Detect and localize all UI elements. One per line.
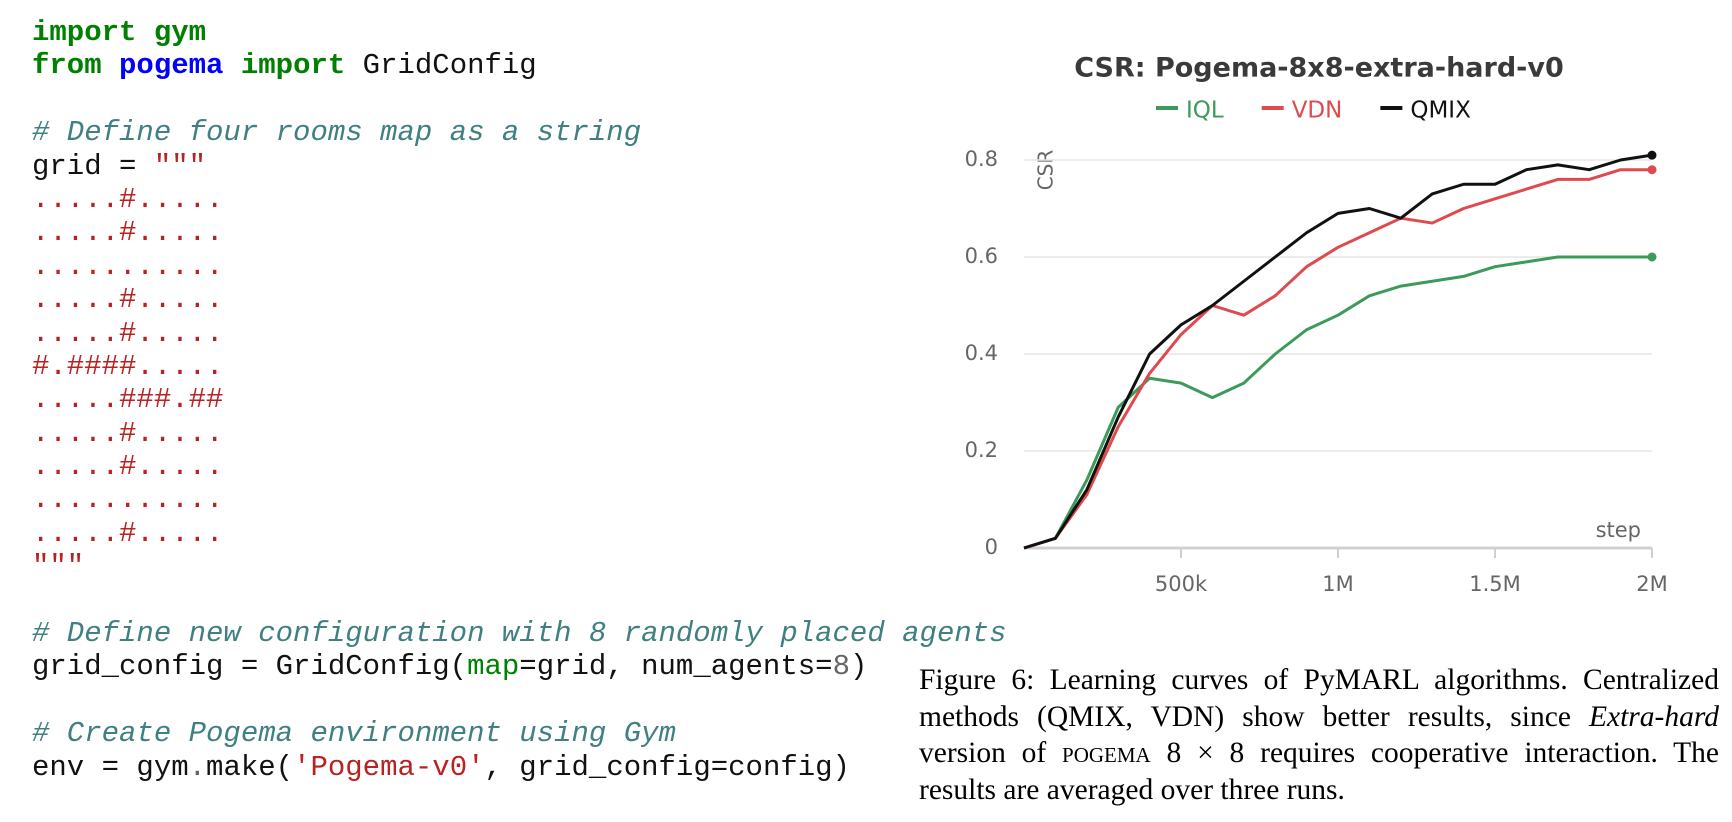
code-token: , grid_config=config) [484,750,850,784]
code-token: .....#..... [32,182,224,216]
code-line: env = gym.make('Pogema-v0', grid_config=… [32,751,1007,784]
code-line [32,684,1007,717]
code-line: """ [32,550,1007,583]
y-tick-label: 0.8 [965,147,998,171]
caption-text: version of [919,737,1063,769]
code-token: 'Pogema-v0' [293,750,485,784]
code-line: .....#..... [32,183,1007,216]
y-tick-label: 0.2 [965,438,998,462]
code-token: GridConfig [345,49,537,83]
code-token: .....#..... [32,283,224,317]
code-line: .....#..... [32,283,1007,316]
code-line: ........... [32,483,1007,516]
series-line [1023,168,1652,550]
code-token: ........... [32,249,224,283]
code-token: pogema [119,49,224,83]
caption-text: Figure 6: Learning curves of PyMARL algo… [919,664,1719,733]
code-token: map [467,650,520,684]
code-line: .....#..... [32,450,1007,483]
code-line: .....#..... [32,216,1007,249]
code-line: # Define new configuration with 8 random… [32,617,1007,650]
x-tick-label: 2M [1636,572,1667,596]
code-token: grid_config = GridConfig( [32,650,468,684]
x-tick-label: 1M [1322,572,1353,596]
x-axis-label: step [1596,518,1641,542]
end-point [1647,165,1657,175]
code-token: grid = [32,149,154,183]
chart: CSR: Pogema-8x8-extra-hard-v0 CSR step 0… [965,53,1668,597]
code-listing: import gym from pogema import GridConfig #… [32,16,1007,784]
code-token: #.####..... [32,349,224,383]
code-token: .....###.## [32,383,224,417]
code-token: .....#..... [32,450,224,484]
y-axis-label: CSR [1034,150,1058,191]
code-token: .....#..... [32,416,224,450]
code-line: grid = """ [32,150,1007,183]
code-token: import [32,16,137,49]
code-token: .....#..... [32,316,224,350]
code-token: =grid, num_agents= [519,650,833,684]
chart-title: CSR: Pogema-8x8-extra-hard-v0 [1074,53,1564,84]
code-line: grid_config = GridConfig(map=grid, num_a… [32,650,1007,683]
legend-label: VDN [1292,98,1343,124]
code-token: env = gym [32,750,189,784]
code-token: gym [153,16,207,49]
y-tick-label: 0.4 [965,341,998,365]
end-point [1647,252,1657,262]
code-line: # Create Pogema environment using Gym [32,717,1007,750]
y-tick-label: 0 [985,535,998,559]
legend-label: QMIX [1410,98,1471,124]
caption-text: Extra-hard [1589,700,1719,733]
caption-text: 8 × 8 requires cooperative interaction. … [919,737,1719,806]
code-line: # Define four rooms map as a string [32,116,1007,149]
code-token: .....#..... [32,216,224,250]
code-line: .....#..... [32,417,1007,450]
code-line: .....#..... [32,317,1007,350]
code-token: """ [153,149,207,183]
x-tick-label: 500k [1155,572,1208,596]
code-token: make( [206,750,294,784]
code-token: ) [849,650,868,684]
code-token: # Create Pogema environment using Gym [32,717,676,751]
code-token: 8 [832,650,850,684]
figure-caption: Figure 6: Learning curves of PyMARL algo… [919,662,1719,808]
code-line: #.####..... [32,350,1007,383]
end-point [1647,150,1657,160]
code-token: from [32,49,102,83]
series-line [1023,255,1652,550]
code-line: from pogema import GridConfig [32,49,1007,82]
code-line: .....#..... [32,517,1007,550]
code-line: .....###.## [32,383,1007,416]
code-token: # Define four rooms map as a string [32,116,642,150]
legend-label: IQL [1186,98,1224,124]
series-line [1023,153,1653,550]
code-token: import [240,49,346,83]
code-line: import gym [32,16,1007,49]
x-tick-label: 1.5M [1469,572,1521,596]
code-token: """ [32,550,85,584]
code-token: . [188,750,207,784]
code-token: ........... [32,483,224,517]
code-line: ........... [32,250,1007,283]
code-token: .....#..... [32,516,224,550]
code-token: # Define new configuration with 8 random… [32,617,1007,651]
y-tick-label: 0.6 [965,244,998,268]
caption-text: pogema [1062,737,1151,769]
